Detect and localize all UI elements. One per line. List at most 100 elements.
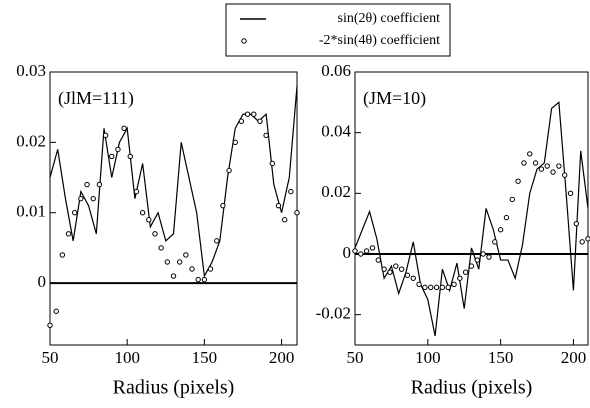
x-tick-label: 150 [488,348,514,367]
series-line [354,101,589,337]
series-point [433,284,440,291]
series-point [381,266,387,272]
series-point [176,259,183,265]
series-point [393,263,399,269]
series-point [226,167,232,174]
series-point [232,139,238,146]
series-point [579,239,585,245]
series-point [244,111,251,117]
series-point [474,257,481,263]
y-tick-label: 0 [38,272,47,291]
legend-label: -2*sin(4θ) coefficient [319,33,440,48]
series-point [422,284,428,291]
series-point [369,245,376,251]
panel-annotation: (JM=10) [363,88,426,109]
x-tick-label: 50 [42,348,59,367]
series-point [133,188,140,195]
series-point [532,160,539,166]
series-point [263,132,269,139]
series-point [445,284,451,291]
series-point [164,259,171,265]
series-point [404,272,411,278]
series-point [527,151,533,157]
series-line [49,86,298,278]
series-point [102,132,109,139]
series-point [398,266,405,272]
series-point [115,146,121,153]
series-point [59,252,66,258]
series-point [65,231,72,237]
series-point [550,169,556,175]
y-tick-label: 0.06 [321,61,351,80]
series-point [480,251,486,257]
series-point [538,166,545,172]
series-point [53,308,59,314]
series-point [207,266,214,272]
x-tick-label: 200 [269,348,295,367]
x-tick-label: 100 [114,348,140,367]
x-tick-label: 50 [347,348,364,367]
series-point [288,188,294,195]
y-tick-label: 0.02 [16,131,46,150]
series-point [220,202,226,209]
series-point [352,248,358,254]
series-point [189,266,195,272]
x-axis-label: Radius (pixels) [411,377,533,399]
series-point [84,181,90,188]
series-point [170,273,177,279]
series-point [439,284,446,291]
series-point [251,111,257,117]
y-tick-label: 0 [343,243,352,262]
series-point [486,254,492,260]
y-tick-label: 0.03 [16,61,46,80]
series-point [363,248,370,254]
series-point [238,118,245,124]
series-point [72,210,78,216]
y-tick-label: -0.02 [316,304,351,323]
series-point [269,160,275,167]
y-tick-label: 0.01 [16,202,46,221]
series-point [468,263,475,269]
series-point [90,195,96,202]
plot-frame [49,71,298,346]
series-point [139,210,146,216]
series-point [275,202,282,209]
series-point [47,322,53,328]
series-point [544,163,550,169]
series-point [573,220,580,227]
series-point [257,118,263,124]
series-point [375,257,381,263]
x-tick-label: 100 [415,348,441,367]
series-point [521,160,527,166]
series-point [201,276,208,283]
y-tick-label: 0.04 [321,122,351,141]
series-point [567,190,574,197]
series-point [158,245,164,251]
series-point [78,195,84,202]
series-point [127,153,133,160]
series-point [497,227,504,233]
series-point [416,281,422,288]
series-point [410,275,416,281]
series-point [428,284,434,291]
series-point [294,210,300,216]
series-point [585,236,590,242]
series-point [146,217,152,223]
series-point [556,163,562,169]
series-point [462,269,469,275]
series-point [562,172,568,178]
series-point [195,276,201,283]
series-point [214,238,220,244]
plot-frame [354,71,589,346]
x-tick-label: 200 [561,348,587,367]
y-tick-label: 0.02 [321,182,351,201]
series-point [358,251,364,257]
series-point [121,125,127,131]
series-point [451,281,457,288]
x-tick-label: 150 [192,348,218,367]
series-point [503,214,510,221]
series-point [492,239,498,245]
series-point [183,252,189,258]
series-point [152,231,158,237]
